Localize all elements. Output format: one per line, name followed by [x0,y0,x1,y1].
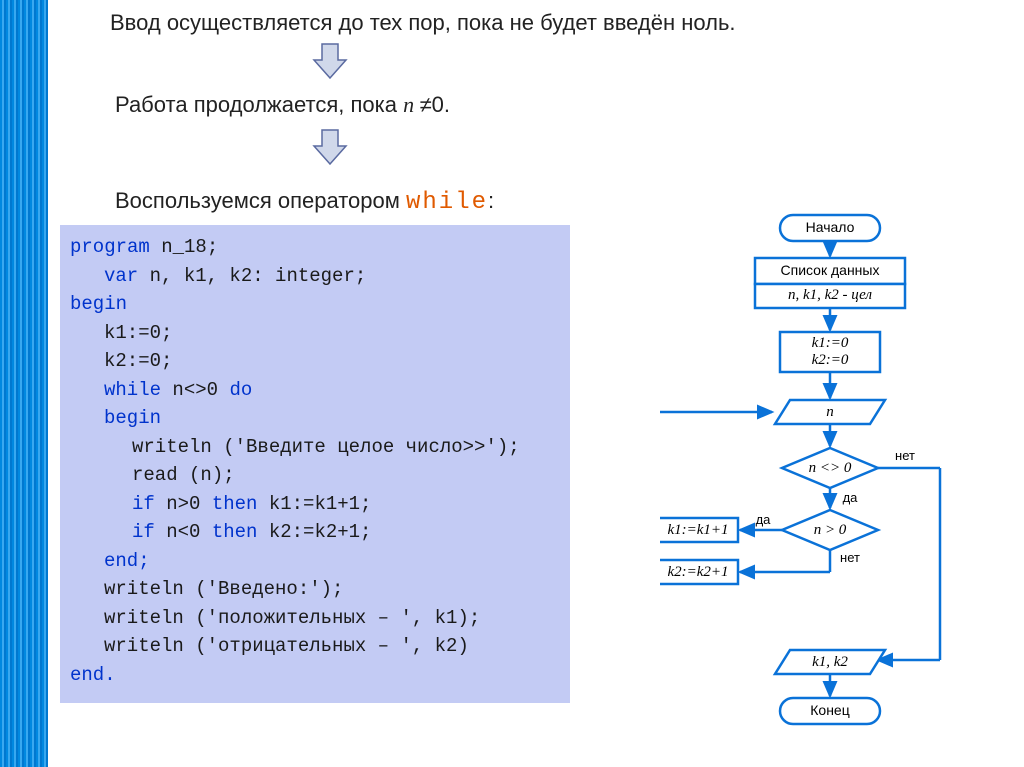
label-no-2: нет [835,550,865,565]
code-l2b: n, k1, k2: integer; [138,265,366,287]
line2-pre: Работа продолжается, пока [115,92,403,117]
kw-end2: end. [70,664,116,686]
code-block: program n_18; var n, k1, k2: integer; be… [60,225,570,703]
node-output: k1, k2 [780,654,880,671]
code-l10b: n>0 [155,493,212,515]
label-no-1: нет [885,448,925,463]
node-init2: k2:=0 [780,352,880,369]
kw-do: do [229,379,252,401]
node-input-n: n [780,404,880,421]
code-l9: read (n); [70,461,235,490]
code-l11b: n<0 [155,521,212,543]
code-l13: writeln ('Введено:'); [70,575,343,604]
kw-end1: end; [104,550,150,572]
code-l5: k2:=0; [70,347,172,376]
text-line-3: Воспользуемся оператором while: [115,188,494,216]
code-l11d: k2:=k2+1; [257,521,371,543]
kw-if2: if [132,521,155,543]
kw-var: var [104,265,138,287]
node-cond1: n <> 0 [788,460,872,477]
code-l8: writeln ('Введите целое число>>'); [70,433,520,462]
text-line-1: Ввод осуществляется до тех пор, пока не … [110,10,736,36]
line3-post: : [488,188,494,213]
code-l6b: n<>0 [161,379,229,401]
line3-pre: Воспользуемся оператором [115,188,406,213]
kw-then2: then [212,521,258,543]
line2-post: ≠0. [420,92,450,117]
flowchart: Начало Список данных n, k1, k2 - цел k1:… [660,210,1010,760]
code-l15: writeln ('отрицательных – ', k2) [70,632,469,661]
code-l10d: k1:=k1+1; [257,493,371,515]
node-assign2: k2:=k2+1 [658,564,738,581]
label-yes-2: да [748,512,778,527]
arrow-down-icon [310,128,350,166]
node-start: Начало [780,219,880,235]
kw-if1: if [132,493,155,515]
node-init1: k1:=0 [780,335,880,352]
code-l4: k1:=0; [70,319,172,348]
text-line-2: Работа продолжается, пока n ≠0. [115,92,450,118]
left-stripe [0,0,48,767]
node-assign1: k1:=k1+1 [658,522,738,539]
kw-then1: then [212,493,258,515]
node-cond2: n > 0 [788,522,872,539]
code-l1b: n_18; [150,236,218,258]
kw-begin: begin [70,293,127,315]
code-l14: writeln ('положительных – ', k1); [70,604,480,633]
arrow-down-icon [310,42,350,80]
kw-while: while [104,379,161,401]
kw-begin2: begin [104,407,161,429]
node-end: Конец [780,702,880,718]
while-keyword: while [406,189,488,216]
node-data-list: Список данных [755,262,905,278]
label-yes-1: да [835,490,865,505]
kw-program: program [70,236,150,258]
node-vars: n, k1, k2 - цел [755,287,905,304]
line2-var: n [403,92,420,117]
